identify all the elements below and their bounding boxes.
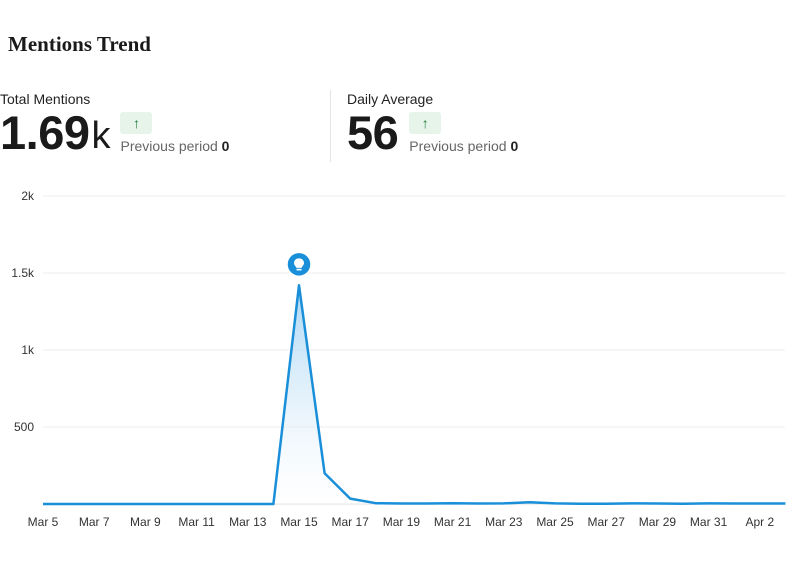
x-tick-label: Mar 9 bbox=[130, 515, 161, 529]
x-tick-label: Mar 13 bbox=[229, 515, 267, 529]
previous-period: Previous period 0 bbox=[120, 138, 230, 154]
x-tick-label: Mar 17 bbox=[332, 515, 370, 529]
stat-daily-average: Daily Average 56 ↑ Previous period 0 bbox=[347, 90, 518, 156]
x-tick-label: Mar 21 bbox=[434, 515, 472, 529]
page-title: Mentions Trend bbox=[8, 32, 151, 56]
mentions-chart: 500 1k 1.5k 2k Mar 5 Mar 7 Mar 9 Mar 11 Mar 13 M… bbox=[11, 189, 786, 529]
x-tick-label: Mar 27 bbox=[588, 515, 626, 529]
x-tick-label: Mar 7 bbox=[79, 515, 110, 529]
arrow-up-icon: ↑ bbox=[120, 112, 153, 134]
stat-value: 1.69 bbox=[0, 106, 90, 159]
x-tick-label: Mar 23 bbox=[485, 515, 523, 529]
arrow-up-icon: ↑ bbox=[409, 112, 442, 134]
y-tick-label: 500 bbox=[14, 420, 34, 434]
x-tick-label: Apr 2 bbox=[745, 515, 774, 529]
x-tick-label: Mar 29 bbox=[639, 515, 677, 529]
stat-label: Total Mentions bbox=[0, 91, 91, 107]
y-tick-label: 1k bbox=[21, 343, 35, 357]
stat-total-mentions: Total Mentions 1.69 k ↑ Previous period … bbox=[0, 90, 229, 156]
stat-value: 56 bbox=[347, 106, 399, 159]
previous-period: Previous period 0 bbox=[409, 138, 519, 154]
series-line bbox=[43, 284, 786, 506]
x-tick-label: Mar 25 bbox=[536, 515, 574, 529]
x-tick-label: Mar 19 bbox=[383, 515, 421, 529]
stat-divider bbox=[330, 90, 331, 162]
x-tick-label: Mar 11 bbox=[178, 515, 215, 529]
x-tick-label: Mar 15 bbox=[280, 515, 318, 529]
x-tick-label: Mar 31 bbox=[690, 515, 728, 529]
y-tick-label: 2k bbox=[21, 189, 35, 203]
x-tick-label: Mar 5 bbox=[28, 515, 59, 529]
lightbulb-icon[interactable] bbox=[286, 251, 312, 278]
series-area bbox=[43, 285, 786, 504]
stat-label: Daily Average bbox=[347, 91, 434, 107]
y-tick-label: 1.5k bbox=[11, 266, 35, 280]
stat-unit: k bbox=[91, 115, 111, 157]
